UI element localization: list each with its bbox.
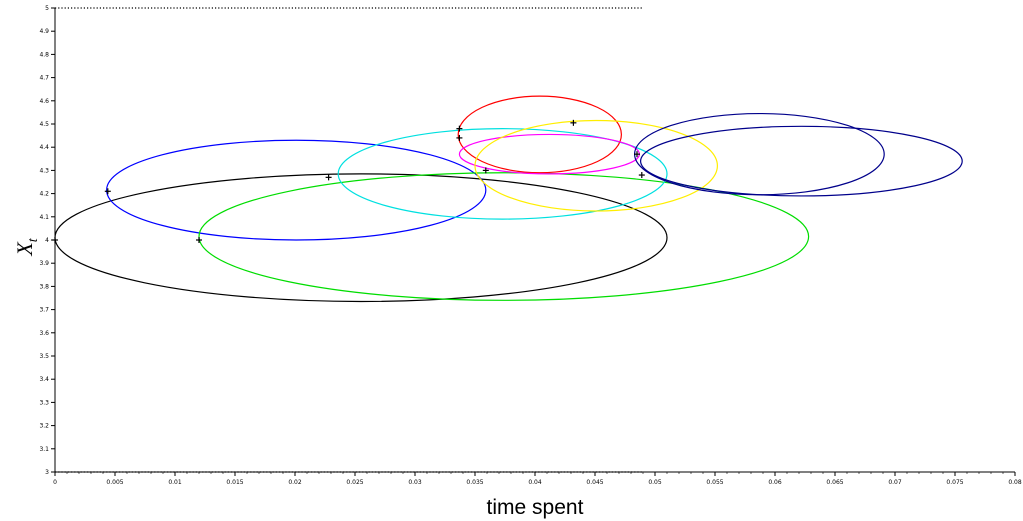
x-tick-label: 0.05: [648, 479, 662, 486]
y-tick-label: 4.1: [39, 214, 49, 221]
y-axis-title-sub: t: [26, 237, 41, 242]
y-tick-label: 4.8: [39, 51, 49, 58]
marker-layer: [52, 119, 645, 243]
start-marker-1: [52, 237, 58, 243]
y-tick-label: 4: [45, 237, 49, 244]
y-tick-label: 3.7: [39, 307, 49, 314]
y-tick-label: 3.4: [39, 376, 49, 383]
x-tick-label: 0.075: [946, 479, 963, 486]
series-ellipse-4: [337, 128, 668, 220]
start-marker-3: [196, 237, 202, 243]
y-tick-label: 3.8: [39, 283, 49, 290]
x-tick-label: 0.02: [288, 479, 302, 486]
series-ellipse-6: [458, 133, 641, 175]
x-tick-label: 0.005: [106, 479, 123, 486]
y-tick-label: 3.1: [39, 446, 49, 453]
start-marker-2: [104, 188, 111, 195]
start-marker-7: [482, 167, 489, 174]
y-tick-label: 4.2: [39, 191, 49, 198]
x-tick-label: 0.06: [768, 479, 782, 486]
series-ellipse-9: [640, 125, 963, 197]
x-tick-label: 0.035: [466, 479, 483, 486]
y-tick-label: 3.5: [39, 353, 49, 360]
x-tick-label: 0.045: [586, 479, 603, 486]
y-tick-label: 4.9: [39, 28, 49, 35]
series-ellipse-2: [106, 139, 487, 241]
x-tick-label: 0: [53, 479, 57, 486]
series-ellipse-3: [198, 172, 810, 301]
start-marker-6: [456, 134, 463, 141]
x-tick-label: 0.01: [168, 479, 182, 486]
x-axis-title: time spent: [487, 496, 584, 519]
series-ellipse-5: [457, 95, 622, 174]
x-tick-label: 0.07: [888, 479, 902, 486]
x-tick-label: 0.04: [528, 479, 542, 486]
x-tick-label: 0.055: [706, 479, 723, 486]
axes: 0 0.005 0.01 0.015 0.02 0.025 0.03 0.035 0.04 0.0…: [39, 5, 1021, 486]
start-marker-4: [325, 174, 332, 181]
y-tick-label: 3.2: [39, 423, 49, 430]
start-marker-5: [456, 125, 463, 132]
x-tick-label: 0.065: [826, 479, 843, 486]
y-tick-label: 4.3: [39, 167, 49, 174]
series-ellipse-8: [634, 112, 885, 196]
y-tick-label: 3.3: [39, 399, 49, 406]
x-tick-label: 0.03: [408, 479, 422, 486]
x-tick-label: 0.08: [1008, 479, 1022, 486]
y-tick-label: 3.6: [39, 330, 49, 337]
y-tick-label: 4.6: [39, 98, 49, 105]
y-tick-label: 4.4: [39, 144, 49, 151]
y-axis-title-main: X: [12, 241, 37, 257]
x-tick-label: 0.015: [226, 479, 243, 486]
y-tick-label: 5: [45, 5, 49, 12]
y-tick-label: 3: [45, 469, 49, 476]
y-axis-title: Xt: [12, 237, 41, 256]
series-ellipse-7: [474, 119, 718, 212]
series-layer: [54, 95, 963, 303]
y-tick-label: 4.7: [39, 75, 49, 82]
x-tick-label: 0.025: [346, 479, 363, 486]
start-marker-8: [634, 151, 640, 158]
y-tick-label: 3.9: [39, 260, 49, 267]
start-marker-10: [570, 119, 577, 126]
start-marker-9: [638, 172, 645, 179]
y-tick-label: 4.5: [39, 121, 49, 128]
